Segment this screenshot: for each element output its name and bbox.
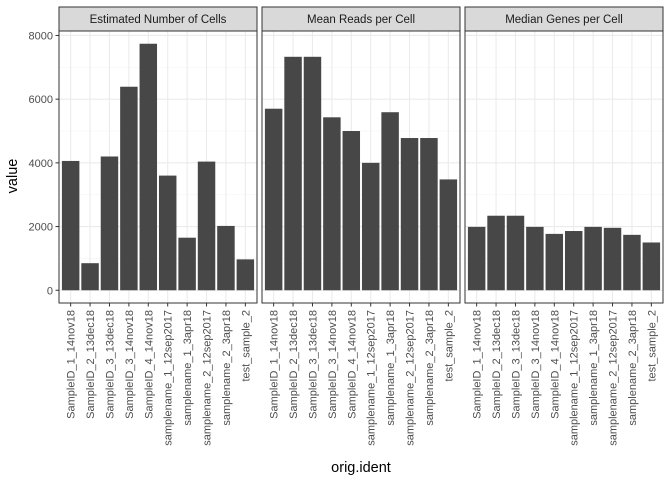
x-tick-label: SampleID_3_14nov18 bbox=[530, 310, 542, 419]
facet-strip bbox=[464, 6, 664, 32]
bar bbox=[120, 86, 138, 291]
x-tick-label: samplename_1_3apr18 bbox=[385, 310, 397, 426]
bar bbox=[381, 112, 399, 291]
y-tick-label: 2000 bbox=[29, 222, 53, 234]
x-tick-label: SampleID_2_13dec18 bbox=[85, 310, 97, 419]
x-tick-label: samplename_2_3apr18 bbox=[627, 310, 639, 426]
facet-strip-label: Estimated Number of Cells bbox=[90, 14, 227, 26]
x-tick-label: SampleID_3_13dec18 bbox=[104, 310, 116, 419]
y-tick-label: 4000 bbox=[29, 158, 53, 170]
x-tick-label: samplename_2_12sep2017 bbox=[202, 310, 214, 446]
panel-border bbox=[261, 30, 461, 304]
x-tick-label: samplename_1_12sep2017 bbox=[569, 310, 581, 446]
x-tick-label: SampleID_1_14nov18 bbox=[269, 310, 281, 419]
bar bbox=[361, 162, 380, 291]
facet-strip-label: Median Genes per Cell bbox=[505, 14, 623, 26]
y-tick-label: 8000 bbox=[29, 30, 53, 42]
bar bbox=[420, 138, 438, 291]
bar bbox=[264, 108, 283, 291]
panel-1: Estimated Number of Cells SampleID_1_14no… bbox=[58, 6, 258, 446]
x-tick-label: SampleID_1_14nov18 bbox=[472, 310, 484, 419]
x-tick-label: samplename_1_3apr18 bbox=[182, 310, 194, 426]
bar bbox=[61, 160, 80, 291]
x-tick-label: samplename_1_12sep2017 bbox=[366, 310, 378, 446]
bar bbox=[439, 179, 458, 291]
x-tick-label: test_sample_2 bbox=[443, 310, 455, 382]
panel-border bbox=[464, 30, 664, 304]
bar bbox=[197, 161, 216, 291]
bar bbox=[603, 227, 622, 291]
x-tick-label: SampleID_4_14nov18 bbox=[549, 310, 561, 419]
bar bbox=[178, 237, 196, 291]
x-tick-label: SampleID_4_14nov18 bbox=[346, 310, 358, 419]
x-tick-label: test_sample_2 bbox=[240, 310, 252, 382]
bar bbox=[217, 225, 235, 291]
x-tick-label: samplename_1_3apr18 bbox=[588, 310, 600, 426]
bar bbox=[100, 156, 119, 291]
panels: Estimated Number of Cells SampleID_1_14no… bbox=[58, 6, 664, 446]
bar bbox=[545, 233, 564, 291]
x-tick-label: SampleID_3_13dec18 bbox=[510, 310, 522, 419]
bar bbox=[526, 226, 544, 291]
x-tick-label: samplename_2_12sep2017 bbox=[405, 310, 417, 446]
panel-border bbox=[58, 30, 258, 304]
bar bbox=[623, 234, 641, 291]
bar bbox=[564, 231, 583, 291]
x-axis-title: orig.ident bbox=[331, 460, 391, 476]
x-tick-label: SampleID_3_14nov18 bbox=[327, 310, 339, 419]
x-tick-label: SampleID_2_13dec18 bbox=[288, 310, 300, 419]
x-tick-label: SampleID_1_14nov18 bbox=[66, 310, 78, 419]
bar bbox=[323, 117, 341, 291]
bar bbox=[81, 263, 99, 291]
x-tick-label: samplename_2_3apr18 bbox=[424, 310, 436, 426]
bar bbox=[487, 215, 505, 291]
x-tick-label: SampleID_3_13dec18 bbox=[307, 310, 319, 419]
y-tick-label: 6000 bbox=[29, 94, 53, 106]
bar bbox=[584, 226, 602, 291]
x-tick-label: samplename_2_12sep2017 bbox=[608, 310, 620, 446]
bar bbox=[342, 131, 361, 291]
x-tick-label: test_sample_2 bbox=[646, 310, 658, 382]
bar bbox=[506, 215, 525, 291]
panel-3: Median Genes per Cell SampleID_1_14nov18 S… bbox=[464, 6, 664, 446]
bar bbox=[400, 138, 419, 291]
x-tick-label: samplename_2_3apr18 bbox=[221, 310, 233, 426]
x-tick-label: samplename_1_12sep2017 bbox=[163, 310, 175, 446]
x-tick-label: SampleID_4_14nov18 bbox=[143, 310, 155, 419]
panel-2: Mean Reads per Cell SampleID_1_14nov18 Sam… bbox=[261, 6, 461, 446]
y-axis: 0 2000 4000 6000 8000 bbox=[29, 30, 59, 297]
facet-strip bbox=[261, 6, 461, 32]
bar bbox=[467, 226, 486, 291]
facet-strip bbox=[58, 6, 258, 32]
bar bbox=[642, 242, 661, 291]
y-axis-title: value bbox=[5, 159, 21, 194]
bar bbox=[303, 56, 322, 291]
y-tick-label: 0 bbox=[47, 285, 53, 297]
facet-strip-label: Mean Reads per Cell bbox=[307, 14, 415, 26]
x-tick-label: SampleID_2_13dec18 bbox=[491, 310, 503, 419]
bar bbox=[158, 175, 177, 291]
x-tick-label: SampleID_3_14nov18 bbox=[124, 310, 136, 419]
bar bbox=[284, 56, 302, 291]
bar bbox=[139, 43, 158, 291]
bar bbox=[236, 259, 255, 291]
